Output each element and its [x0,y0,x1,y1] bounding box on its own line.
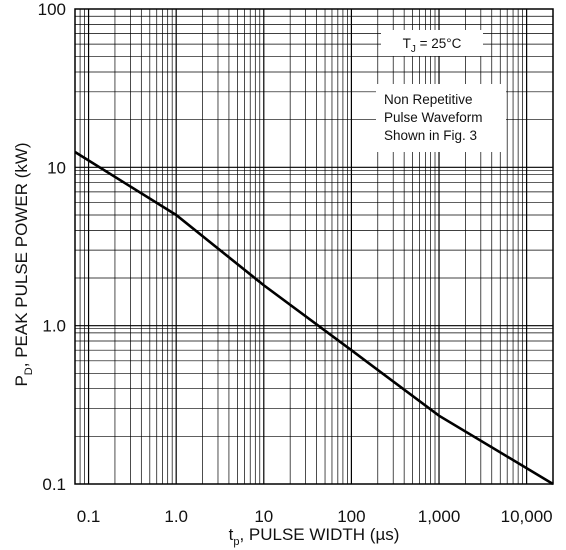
waveform-note-line: Shown in Fig. 3 [384,128,477,143]
x-axis-label: , PULSE WIDTH (µs) [239,525,399,544]
y-axis-symbol: P [12,375,31,386]
waveform-note-line: Non Repetitive [384,92,473,107]
y-axis-title: PD, PEAK PULSE POWER (kW) [12,142,35,386]
series-line [74,150,554,486]
grid [75,9,553,484]
x-tick-label: 100 [337,507,365,526]
x-tick-label: 1.0 [164,507,188,526]
x-tick-labels: 0.1 1.0 10 100 1,000 10,000 [77,507,553,526]
x-tick-label: 10,000 [501,507,553,526]
y-tick-label: 10 [47,158,66,177]
temperature-symbol: T [403,36,411,51]
temperature-value: = 25°C [416,36,462,51]
temperature-annotation-box [381,30,483,56]
y-tick-label: 100 [38,0,66,19]
y-tick-label: 0.1 [42,475,66,494]
waveform-note: Non Repetitive Pulse Waveform Shown in Fig… [384,92,483,143]
x-tick-label: 10 [254,507,273,526]
y-axis-label: , PEAK PULSE POWER (kW) [12,142,31,367]
x-axis-title: tp, PULSE WIDTH (µs) [229,525,400,548]
temperature-subscript: J [411,44,416,55]
x-axis-symbol: t [229,525,234,544]
x-tick-label: 0.1 [77,507,101,526]
waveform-note-box [376,84,506,152]
y-tick-labels: 0.1 1.0 10 100 [38,0,66,494]
waveform-note-line: Pulse Waveform [384,110,483,125]
y-axis-subscript: D [23,367,35,375]
temperature-annotation: TJ = 25°C [403,36,462,55]
x-axis-subscript: p [233,536,239,548]
x-tick-label: 1,000 [418,507,461,526]
y-tick-label: 1.0 [42,317,66,336]
plot-frame [74,8,554,485]
